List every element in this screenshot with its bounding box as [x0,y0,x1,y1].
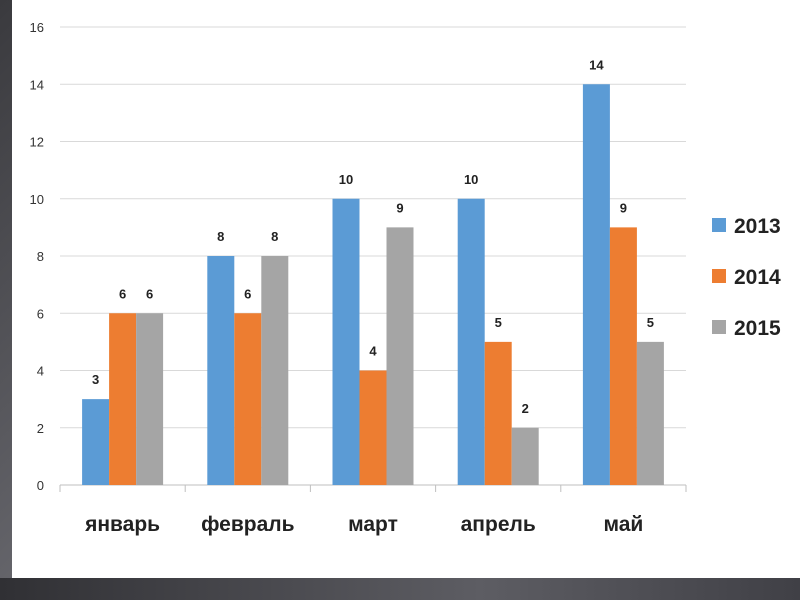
data-label: 3 [92,372,99,387]
bar [359,370,387,485]
category-label: январь [84,513,160,536]
bar [582,84,610,485]
y-tick-label: 2 [37,421,44,436]
data-label: 10 [464,172,478,187]
bar [484,341,512,485]
legend-entry: 2014 [734,266,781,289]
data-labels: 3 6 6 8 6 8 10 4 9 10 5 2 14 9 5 [92,57,654,416]
slide-bottom-strip [0,578,800,600]
bar [109,313,137,485]
y-tick-label: 0 [37,478,44,493]
data-label: 5 [647,315,654,330]
bar [386,227,414,485]
data-label: 6 [119,286,126,301]
bar [511,427,539,485]
y-tick-label: 10 [30,192,44,207]
data-label: 10 [339,172,353,187]
bar [261,256,289,485]
data-label: 8 [217,229,224,244]
category-label: февраль [201,513,295,536]
y-tick-label: 14 [30,77,44,92]
bar [82,399,110,485]
legend-swatch [712,269,726,283]
category-label: март [348,513,398,536]
legend-swatch [712,218,726,232]
category-label: апрель [461,513,536,536]
y-tick-label: 8 [37,249,44,264]
bars [82,84,664,485]
bar [234,313,262,485]
bar [609,227,637,485]
bar [457,198,485,485]
data-label: 2 [522,401,529,416]
data-label: 6 [244,286,251,301]
x-axis-categories: январь февраль март апрель май [84,513,643,536]
data-label: 5 [495,315,502,330]
y-tick-label: 6 [37,306,44,321]
category-label: май [603,513,643,536]
data-label: 14 [589,57,604,72]
data-label: 9 [396,200,403,215]
bar [636,341,664,485]
y-tick-label: 16 [30,20,44,35]
bar [136,313,164,485]
data-label: 6 [146,286,153,301]
legend-entry: 2015 [734,317,781,340]
bar [207,256,235,485]
y-axis-ticks: 0 2 4 6 8 10 12 14 16 [30,20,44,493]
bar [332,198,360,485]
legend-swatch [712,320,726,334]
y-tick-label: 4 [37,364,44,379]
y-tick-label: 12 [30,135,44,150]
legend-entry: 2013 [734,215,781,238]
data-label: 4 [369,344,377,359]
data-label: 9 [620,200,627,215]
data-label: 8 [271,229,278,244]
legend: 2013 2014 2015 [712,215,781,340]
